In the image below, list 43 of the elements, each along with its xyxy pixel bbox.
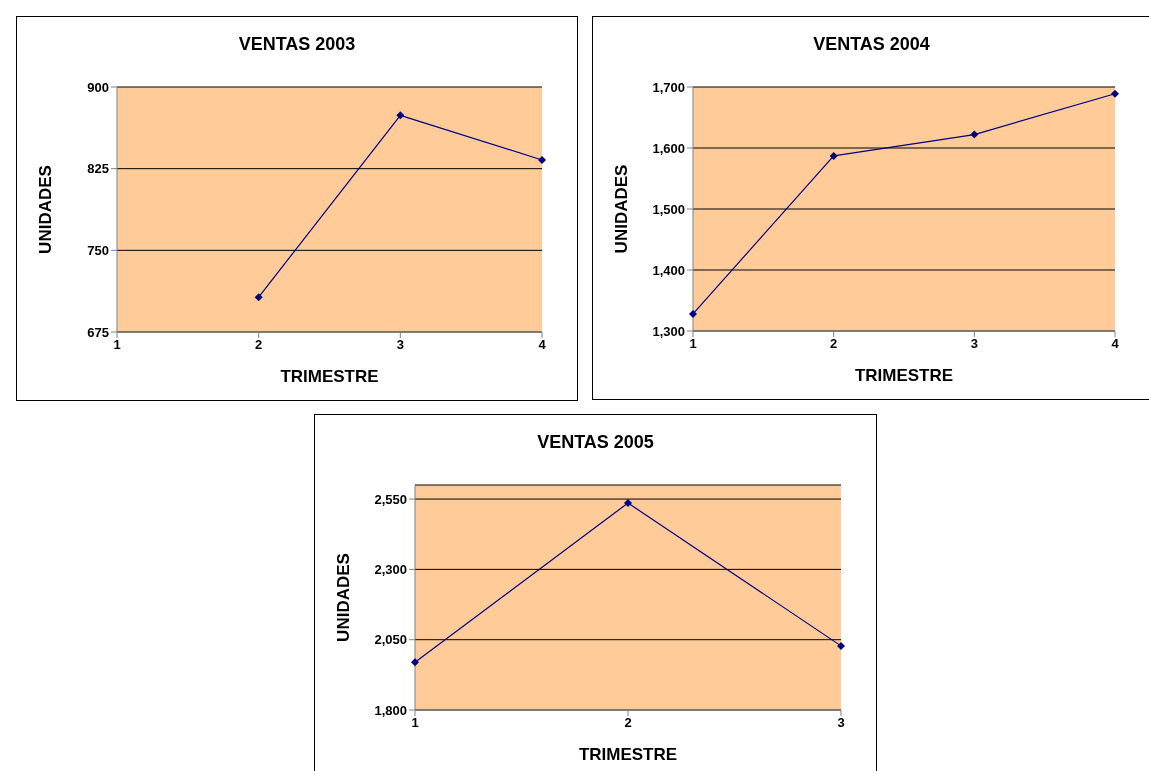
x-tick-label: 2 [624, 715, 632, 731]
y-axis-title: UNIDADES [334, 553, 354, 642]
y-tick-label: 1,400 [652, 262, 685, 278]
x-axis-title: TRIMESTRE [280, 367, 379, 386]
y-tick-label: 1,300 [652, 323, 685, 339]
point [689, 309, 697, 318]
y-axis-title: UNIDADES [612, 164, 632, 254]
chart-title: VENTAS 2003 [237, 33, 357, 56]
point [970, 130, 979, 139]
y-axis-title: UNIDADES [36, 165, 56, 254]
y-tick-label: 675 [87, 324, 109, 340]
chart-title: VENTAS 2005 [536, 431, 655, 454]
y-tick-label: 1,800 [374, 702, 407, 718]
x-tick-label: 3 [837, 715, 845, 731]
x-tick-label: 3 [970, 336, 978, 352]
point [1111, 89, 1119, 98]
x-tick-label: 2 [830, 336, 838, 352]
y-tick-label: 2,050 [374, 632, 407, 648]
x-tick-label: 1 [113, 337, 121, 353]
y-tick-label: 1,700 [652, 79, 685, 95]
y-tick-label: 2,300 [374, 561, 407, 577]
y-tick-label: 825 [87, 161, 109, 177]
x-axis-title: TRIMESTRE [854, 366, 954, 385]
x-tick-label: 1 [689, 336, 697, 352]
point [396, 111, 405, 120]
point [624, 499, 632, 507]
point [411, 658, 419, 667]
point [837, 641, 845, 650]
point [829, 151, 838, 160]
point [254, 293, 263, 302]
x-tick-label: 3 [396, 337, 404, 353]
y-tick-label: 2,550 [374, 491, 407, 507]
chart-title: VENTAS 2004 [812, 33, 931, 56]
y-tick-label: 1,500 [652, 201, 685, 217]
x-tick-label: 4 [538, 337, 547, 353]
point [538, 155, 546, 164]
x-tick-label: 2 [255, 337, 263, 353]
y-tick-label: 900 [87, 79, 109, 95]
x-tick-label: 1 [411, 715, 419, 731]
y-tick-label: 750 [87, 242, 109, 258]
x-axis-title: TRIMESTRE [578, 745, 678, 764]
x-tick-label: 4 [1111, 336, 1120, 352]
y-tick-label: 1,600 [652, 140, 685, 156]
